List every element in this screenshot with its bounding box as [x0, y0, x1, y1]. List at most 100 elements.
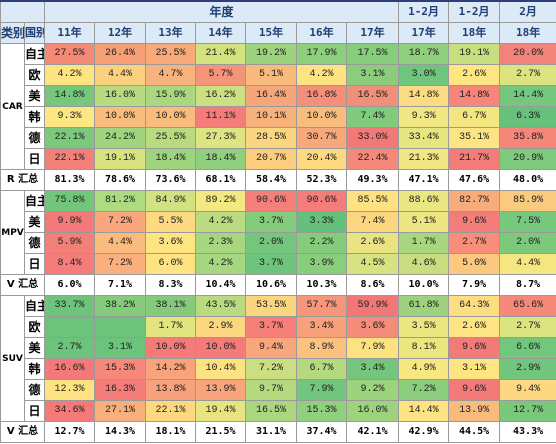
total-cell: 8.3%: [145, 274, 196, 296]
share-cell: 20.0%: [499, 43, 556, 65]
table-row: 欧 1.7% 2.9% 3.7% 3.4% 3.6% 3.5% 2.6% 2.7%: [1, 316, 556, 338]
share-cell: 6.7%: [448, 106, 501, 128]
share-cell: 9.4%: [499, 379, 556, 401]
share-cell: 3.6%: [345, 316, 400, 338]
share-cell: 17.5%: [345, 43, 400, 65]
total-cell: 10.0%: [398, 274, 450, 296]
total-cell: 42.9%: [398, 421, 450, 443]
year-header: 13年: [145, 22, 196, 44]
share-cell: [94, 316, 146, 338]
total-cell: 7.9%: [448, 274, 501, 296]
year-header: 11年: [44, 22, 95, 44]
total-cell: 48.0%: [499, 169, 556, 191]
share-cell: 3.1%: [94, 337, 146, 359]
share-cell: 1.7%: [145, 316, 196, 338]
share-cell: 3.1%: [345, 64, 400, 86]
share-cell: 12.3%: [44, 379, 95, 401]
share-cell: 2.3%: [195, 232, 246, 254]
share-cell: 18.7%: [398, 43, 450, 65]
share-cell: 3.3%: [296, 211, 347, 233]
table-row: 德 12.3% 16.3% 13.8% 13.9% 9.7% 7.9% 9.2% 7.2% 9.6…: [1, 379, 556, 401]
share-cell: 22.1%: [145, 400, 196, 422]
table-row: 欧 4.2% 4.4% 4.7% 5.7% 5.1% 4.2% 3.1% 3.0% 2.6% 2.7…: [1, 64, 556, 86]
year-header: 17年: [345, 22, 400, 44]
total-label: R 汇总: [0, 169, 45, 191]
share-cell: 25.5%: [145, 43, 196, 65]
table-row: SUV自主33.7%38.2%38.1%43.5%53.5%57.7%59.9%…: [0, 295, 556, 422]
share-cell: 27.3%: [195, 127, 246, 149]
year-header: 17年: [398, 22, 450, 44]
country-cell: 韩: [24, 106, 45, 128]
table-row: 美 9.9% 7.2% 5.5% 4.2% 3.7% 3.3% 7.4% 5.1% 9.6% 7.5…: [1, 211, 556, 233]
total-cell: 47.1%: [398, 169, 450, 191]
total-cell: 14.3%: [94, 421, 146, 443]
period-header-2: 1-2月: [448, 0, 501, 23]
total-cell: 37.4%: [296, 421, 347, 443]
share-cell: 43.5%: [195, 295, 246, 317]
share-cell: 3.4%: [296, 316, 347, 338]
total-label: V 汇总: [0, 421, 45, 443]
share-cell: 9.2%: [345, 379, 400, 401]
table-row: CAR自主27.5%26.4%25.5%21.4%19.2%17.9%17.5%…: [0, 43, 556, 170]
share-cell: 4.7%: [145, 64, 196, 86]
total-cell: 10.6%: [245, 274, 297, 296]
share-cell: 82.7%: [448, 190, 501, 212]
share-cell: 4.5%: [345, 253, 400, 275]
total-cell: 81.3%: [44, 169, 95, 191]
year-header: 18年: [448, 22, 501, 44]
share-cell: 33.0%: [345, 127, 400, 149]
total-cell: 73.6%: [145, 169, 196, 191]
total-cell: 10.4%: [195, 274, 246, 296]
total-cell: 8.7%: [499, 274, 556, 296]
total-cell: 44.5%: [448, 421, 501, 443]
country-cell: 日: [24, 253, 45, 275]
country-cell: 自主: [24, 295, 45, 317]
share-cell: 33.7%: [44, 295, 95, 317]
share-cell: 11.1%: [195, 106, 246, 128]
share-cell: 4.4%: [499, 253, 556, 275]
year-header: 12年: [94, 22, 146, 44]
share-cell: 9.9%: [44, 211, 95, 233]
share-cell: 15.3%: [296, 400, 347, 422]
share-cell: 26.4%: [94, 43, 146, 65]
share-cell: 4.2%: [44, 64, 95, 86]
share-cell: 7.4%: [345, 106, 400, 128]
share-cell: 61.8%: [398, 295, 450, 317]
share-cell: 5.5%: [145, 211, 196, 233]
share-cell: 35.1%: [448, 127, 501, 149]
total-cell: 21.5%: [195, 421, 246, 443]
share-cell: 3.7%: [245, 316, 297, 338]
share-cell: 7.2%: [245, 358, 297, 380]
country-cell: 日: [24, 148, 45, 170]
share-cell: 13.9%: [448, 400, 501, 422]
type-header: 类别: [0, 22, 25, 44]
total-cell: 42.1%: [345, 421, 400, 443]
share-cell: 10.0%: [94, 106, 146, 128]
share-cell: 38.2%: [94, 295, 146, 317]
country-cell: 美: [24, 337, 45, 359]
share-cell: [44, 316, 95, 338]
corner-cell: [0, 0, 45, 23]
share-cell: 12.7%: [499, 400, 556, 422]
share-cell: 9.3%: [398, 106, 450, 128]
share-cell: 16.2%: [195, 85, 246, 107]
share-cell: 14.4%: [499, 85, 556, 107]
share-cell: 5.1%: [398, 211, 450, 233]
header-row-years: 类别 国别 11年 12年 13年 14年 15年 16年 17年 17年 18…: [0, 22, 556, 44]
share-cell: 5.7%: [195, 64, 246, 86]
share-cell: 25.5%: [145, 127, 196, 149]
share-cell: 9.4%: [245, 337, 297, 359]
country-header: 国别: [24, 22, 45, 44]
share-cell: 8.1%: [398, 337, 450, 359]
share-cell: 3.7%: [245, 211, 297, 233]
share-cell: 21.4%: [195, 43, 246, 65]
share-cell: 3.7%: [245, 253, 297, 275]
table-row: MPV自主75.8%81.2%84.9%89.2%90.6%90.6%85.5%…: [0, 190, 556, 275]
share-cell: 4.9%: [398, 358, 450, 380]
share-cell: 10.1%: [245, 106, 297, 128]
period-header-3: 2月: [499, 0, 556, 23]
total-cell: 12.7%: [44, 421, 95, 443]
share-cell: 6.7%: [296, 358, 347, 380]
